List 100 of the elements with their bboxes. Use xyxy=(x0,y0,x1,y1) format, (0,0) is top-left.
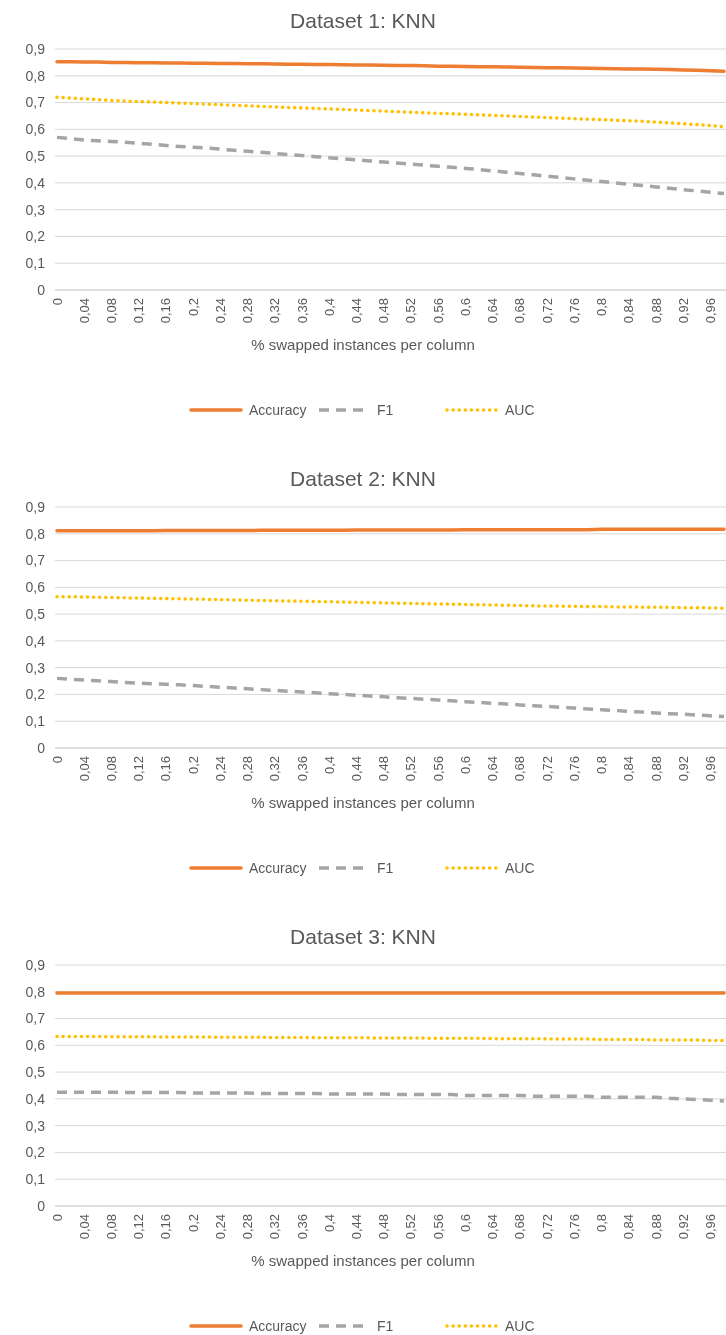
legend-label: F1 xyxy=(377,401,394,418)
line-series xyxy=(55,60,726,73)
x-tick-label: 0,12 xyxy=(131,298,147,324)
x-tick-label: 0,32 xyxy=(267,298,283,324)
x-tick-label: 0,64 xyxy=(485,298,501,324)
line-series xyxy=(55,676,726,719)
chart-title: Dataset 3: KNN xyxy=(290,925,436,948)
x-tick-label: 0,16 xyxy=(158,298,174,324)
x-tick-label: 0,36 xyxy=(294,1214,310,1240)
x-tick-label: 0,36 xyxy=(294,756,310,782)
x-tick-label: 0,56 xyxy=(430,756,446,782)
x-tick-label: 0,12 xyxy=(131,756,147,782)
x-axis-title: % swapped instances per column xyxy=(251,1252,475,1269)
x-tick-label: 0,92 xyxy=(675,1214,691,1240)
x-tick-label: 0,08 xyxy=(104,756,119,782)
x-tick-label: 0,16 xyxy=(158,1214,174,1240)
legend-label: Accuracy xyxy=(249,401,307,418)
x-tick-label: 0,68 xyxy=(512,756,528,782)
x-tick-label: 0,2 xyxy=(185,756,201,775)
y-tick-label: 0,5 xyxy=(25,148,46,165)
x-tick-label: 0,4 xyxy=(321,1214,337,1233)
x-tick-label: 0,96 xyxy=(702,298,718,324)
y-tick-label: 0,6 xyxy=(25,579,46,596)
x-tick-label: 0,28 xyxy=(240,298,256,324)
x-tick-label: 0,64 xyxy=(485,756,501,782)
x-tick-label: 0,68 xyxy=(512,1214,528,1240)
x-tick-label: 0,72 xyxy=(539,298,555,324)
x-tick-label: 0,04 xyxy=(76,298,92,324)
x-tick-label: 0,84 xyxy=(621,298,637,324)
y-tick-label: 0,3 xyxy=(25,201,46,218)
y-tick-label: 0 xyxy=(37,1197,46,1214)
x-tick-label: 0,88 xyxy=(648,756,664,782)
x-tick-label: 0,24 xyxy=(212,1214,228,1240)
legend-label: F1 xyxy=(377,1317,394,1334)
x-tick-label: 0,76 xyxy=(566,1214,582,1240)
y-tick-label: 0,3 xyxy=(25,1117,46,1134)
x-tick-label: 0,72 xyxy=(539,756,555,782)
y-tick-label: 0,1 xyxy=(25,1171,46,1188)
x-tick-label: 0,2 xyxy=(185,1214,201,1233)
x-tick-label: 0,92 xyxy=(675,756,691,782)
y-tick-label: 0,6 xyxy=(25,121,46,138)
x-tick-label: 0,4 xyxy=(321,298,337,317)
y-tick-label: 0,9 xyxy=(25,498,46,515)
x-tick-label: 0,56 xyxy=(430,1214,446,1240)
x-tick-label: 0,24 xyxy=(212,756,228,782)
y-tick-label: 0,1 xyxy=(25,713,46,730)
x-tick-label: 0,44 xyxy=(349,1214,365,1240)
y-tick-label: 0,2 xyxy=(25,686,46,703)
y-tick-label: 0,4 xyxy=(25,632,46,649)
x-tick-label: 0,84 xyxy=(621,756,637,782)
y-tick-label: 0,4 xyxy=(25,1090,46,1107)
y-tick-label: 0,1 xyxy=(25,255,46,272)
y-tick-label: 0,5 xyxy=(25,606,46,623)
x-tick-label: 0,52 xyxy=(403,756,419,782)
line-series xyxy=(55,1090,726,1103)
x-tick-label: 0,6 xyxy=(457,756,473,775)
y-tick-label: 0 xyxy=(37,281,46,298)
x-tick-label: 0,36 xyxy=(294,298,310,324)
x-tick-label: 0,08 xyxy=(104,1214,119,1240)
x-tick-label: 0,48 xyxy=(376,1214,392,1240)
x-tick-label: 0,28 xyxy=(240,756,256,782)
x-tick-label: 0 xyxy=(49,756,65,764)
x-tick-label: 0,12 xyxy=(131,1214,147,1240)
line-series xyxy=(55,594,726,610)
x-tick-label: 0,6 xyxy=(457,1214,473,1233)
legend-label: Accuracy xyxy=(249,1317,307,1334)
x-tick-label: 0,76 xyxy=(566,756,582,782)
x-tick-label: 0,24 xyxy=(212,298,228,324)
x-tick-label: 0,92 xyxy=(675,298,691,324)
y-tick-label: 0,8 xyxy=(25,525,46,542)
legend-label: F1 xyxy=(377,859,394,876)
x-tick-label: 0,76 xyxy=(566,298,582,324)
x-tick-label: 0,84 xyxy=(621,1214,637,1240)
x-tick-label: 0,8 xyxy=(594,298,610,317)
y-tick-label: 0,2 xyxy=(25,228,46,245)
x-tick-label: 0,04 xyxy=(76,1214,92,1240)
line-series xyxy=(55,135,726,196)
x-tick-label: 0,48 xyxy=(376,298,392,324)
y-tick-label: 0,7 xyxy=(25,94,46,111)
x-tick-label: 0,44 xyxy=(349,298,365,324)
y-tick-label: 0,4 xyxy=(25,174,46,191)
x-tick-label: 0,6 xyxy=(457,298,473,317)
y-tick-label: 0,7 xyxy=(25,552,46,569)
x-tick-label: 0,44 xyxy=(349,756,365,782)
x-tick-label: 0,8 xyxy=(594,756,610,775)
x-tick-label: 0,56 xyxy=(430,298,446,324)
x-axis-title: % swapped instances per column xyxy=(251,336,475,353)
y-tick-label: 0,9 xyxy=(25,956,46,973)
x-tick-label: 0,52 xyxy=(403,298,419,324)
x-tick-label: 0,68 xyxy=(512,298,528,324)
y-tick-label: 0,8 xyxy=(25,983,46,1000)
y-tick-label: 0,7 xyxy=(25,1010,46,1027)
x-tick-label: 0,48 xyxy=(376,756,392,782)
chart-title: Dataset 2: KNN xyxy=(290,467,436,490)
x-tick-label: 0 xyxy=(49,298,65,306)
y-tick-label: 0,6 xyxy=(25,1037,46,1054)
x-tick-label: 0,28 xyxy=(240,1214,256,1240)
x-tick-label: 0,52 xyxy=(403,1214,419,1240)
y-tick-label: 0 xyxy=(37,739,46,756)
x-tick-label: 0,4 xyxy=(321,756,337,775)
